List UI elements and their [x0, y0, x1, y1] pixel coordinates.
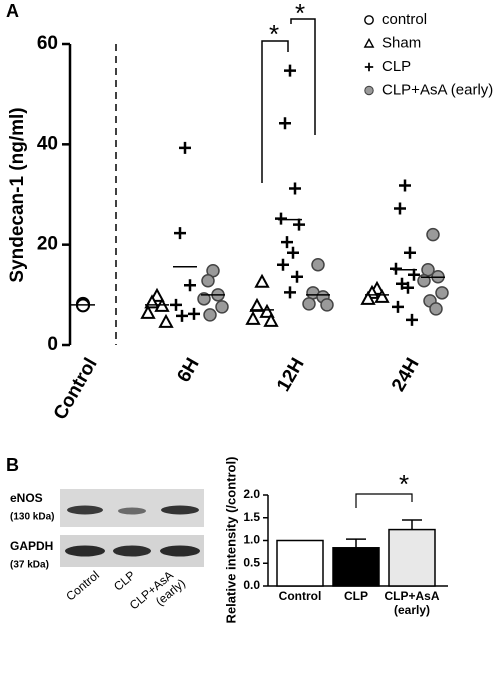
blot-protein-label: eNOS — [10, 491, 43, 505]
x-tick-label: 12H — [273, 355, 309, 396]
data-point — [170, 298, 182, 311]
data-point — [289, 182, 301, 195]
data-point — [435, 286, 449, 300]
legend-label: CLP — [382, 58, 411, 75]
data-point — [284, 286, 296, 299]
x-tick-label: 6H — [173, 355, 203, 387]
data-point — [176, 309, 188, 322]
y-tick-label: 0.5 — [243, 555, 260, 569]
legend-label: Sham — [382, 34, 421, 51]
data-point — [374, 288, 390, 303]
data-point — [360, 290, 376, 305]
y-tick-label: 0 — [47, 334, 58, 355]
data-point — [392, 300, 404, 313]
data-point — [245, 310, 261, 325]
y-tick-label: 1.0 — [243, 533, 260, 547]
significance-bracket — [261, 40, 289, 183]
y-tick-label: 2.0 — [243, 487, 260, 501]
blot-band — [113, 545, 151, 557]
y-tick-label: 60 — [37, 33, 58, 54]
data-point — [188, 307, 200, 320]
data-point — [277, 258, 289, 271]
x-tick-label: CLP — [344, 589, 368, 603]
data-point — [281, 236, 293, 249]
data-point — [140, 304, 156, 319]
blot-lane-label: CLP — [111, 568, 138, 594]
blot-band — [67, 505, 103, 515]
blot-band — [161, 505, 199, 515]
data-point — [197, 292, 211, 306]
legend-marker — [364, 62, 374, 72]
data-point — [215, 300, 229, 314]
panel-label: B — [6, 455, 19, 475]
data-point — [279, 117, 291, 130]
blot-lane-label: Control — [63, 568, 102, 604]
data-point — [406, 313, 418, 326]
y-tick-label: 20 — [37, 234, 58, 255]
annotation: * — [399, 469, 409, 499]
y-axis-title: Relative intensity (/control) — [223, 457, 238, 624]
significance-bracket — [290, 18, 316, 135]
data-point — [390, 262, 402, 275]
bar — [276, 539, 324, 587]
data-point — [429, 302, 443, 316]
bar — [388, 528, 436, 587]
data-point — [201, 274, 215, 288]
bar — [332, 547, 380, 587]
data-point — [275, 212, 287, 225]
data-point — [291, 270, 303, 283]
data-point — [174, 227, 186, 240]
data-point — [203, 308, 217, 322]
y-tick-label: 0.0 — [243, 578, 260, 592]
legend-marker — [364, 85, 374, 96]
annotation: * — [269, 19, 279, 49]
blot-band — [65, 545, 105, 557]
data-point — [402, 281, 414, 294]
data-point — [249, 297, 265, 312]
y-axis-title: Syndecan-1 (ng/ml) — [7, 107, 28, 282]
data-point — [179, 141, 191, 154]
legend-label: CLP+AsA (early) — [382, 81, 493, 98]
data-point — [287, 246, 299, 259]
error-bar — [402, 519, 422, 530]
data-point — [394, 202, 406, 215]
legend-marker — [363, 37, 375, 48]
data-point — [399, 179, 411, 192]
data-point — [408, 268, 420, 281]
data-point — [184, 279, 196, 292]
annotation: * — [295, 0, 305, 28]
data-point — [404, 246, 416, 259]
x-tick-label: (early) — [394, 603, 430, 617]
legend-marker — [364, 15, 374, 25]
legend-label: control — [382, 11, 427, 28]
data-point — [263, 312, 279, 327]
blot-band — [160, 545, 200, 557]
data-point — [254, 273, 270, 288]
data-point — [293, 218, 305, 231]
y-tick-label: 40 — [37, 133, 58, 154]
x-tick-label: 24H — [388, 355, 424, 396]
x-tick-label: Control — [279, 589, 322, 603]
data-point — [259, 303, 275, 318]
blot-size-label: (37 kDa) — [10, 560, 49, 571]
blot-band — [118, 507, 146, 515]
y-tick-label: 1.5 — [243, 510, 260, 524]
error-bar — [346, 538, 366, 548]
x-tick-label: CLP+AsA — [384, 589, 439, 603]
data-point — [302, 297, 316, 311]
x-tick-label: Control — [50, 355, 102, 424]
data-point — [158, 313, 174, 328]
data-point — [284, 64, 296, 77]
data-point — [320, 298, 334, 312]
data-point — [311, 257, 325, 272]
blot-protein-label: GAPDH — [10, 539, 53, 553]
significance-bracket — [355, 493, 413, 508]
panel-label: A — [6, 1, 19, 21]
blot-size-label: (130 kDa) — [10, 512, 54, 523]
data-point — [426, 227, 440, 242]
